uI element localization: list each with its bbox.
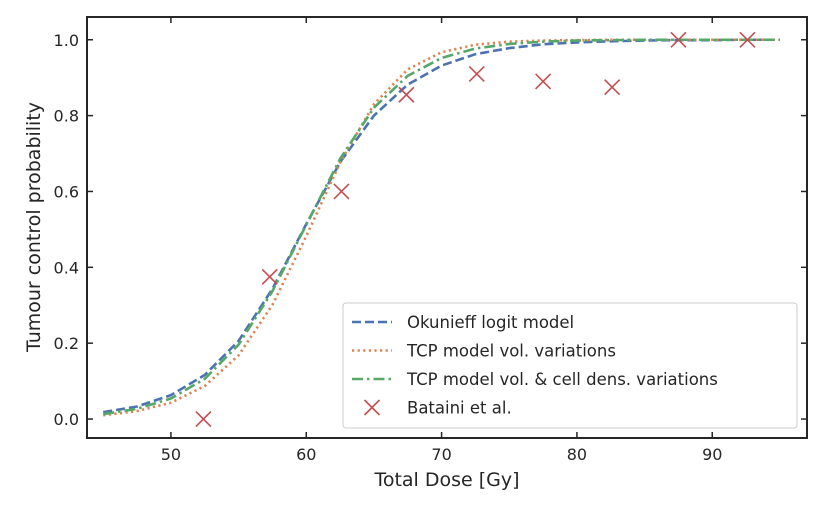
- data-point-bataini-et-al: [333, 183, 350, 200]
- y-tick-label: 0.0: [54, 410, 79, 429]
- y-tick-label: 1.0: [54, 31, 79, 50]
- marker-layer: [195, 31, 756, 428]
- x-axis: 50 60 70 80 90: [161, 17, 722, 464]
- x-tick-label: 80: [567, 445, 587, 464]
- data-point-bataini-et-al: [468, 65, 485, 82]
- series-line-tcp-model-vol-variations: [103, 38, 780, 417]
- x-tick-label: 50: [161, 445, 181, 464]
- legend-label: TCP model vol. & cell dens. variations: [406, 370, 718, 389]
- legend-label: TCP model vol. variations: [406, 342, 616, 361]
- x-tick-label: 70: [431, 445, 451, 464]
- x-tick-label: 60: [296, 445, 316, 464]
- y-tick-label: 0.8: [54, 107, 79, 126]
- legend: Okunieff logit model TCP model vol. varia…: [342, 302, 798, 429]
- y-tick-label: 0.4: [54, 258, 79, 277]
- plot-frame: [86, 16, 808, 439]
- legend-items: Okunieff logit model TCP model vol. varia…: [352, 313, 718, 418]
- y-tick-label: 0.6: [54, 182, 79, 201]
- data-point-bataini-et-al: [670, 31, 687, 48]
- y-axis: 0.0 0.2 0.4 0.6 0.8 1.0: [54, 31, 807, 429]
- x-axis-label: Total Dose [Gy]: [373, 469, 519, 491]
- legend-label: Okunieff logit model: [407, 313, 574, 332]
- data-point-bataini-et-al: [398, 86, 415, 103]
- legend-box: [342, 302, 798, 429]
- data-point-bataini-et-al: [261, 268, 278, 285]
- curve-layer: [103, 38, 780, 417]
- y-axis-label: Tumour control probability: [23, 102, 45, 353]
- series-line-tcp-model-vol-cell-dens-variations: [103, 38, 780, 416]
- legend-label: Bataini et al.: [407, 399, 512, 418]
- data-point-bataini-et-al: [535, 73, 552, 90]
- x-tick-label: 90: [702, 445, 722, 464]
- data-point-bataini-et-al: [604, 79, 621, 96]
- legend-swatch: [363, 399, 381, 416]
- data-point-bataini-et-al: [195, 410, 212, 428]
- data-point-bataini-et-al: [739, 31, 756, 48]
- y-tick-label: 0.2: [54, 334, 79, 353]
